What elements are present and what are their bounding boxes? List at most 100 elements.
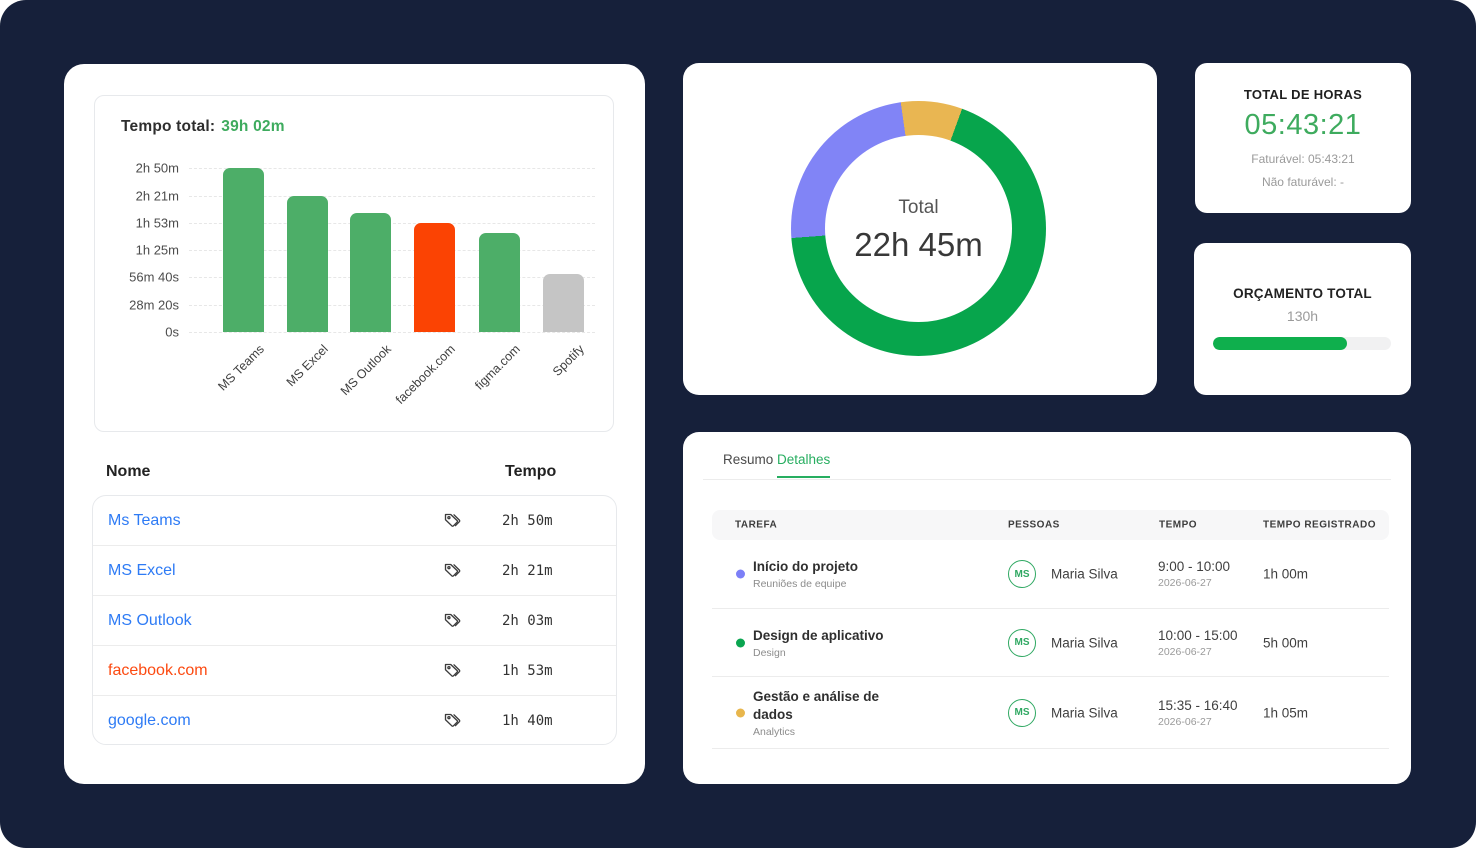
y-axis-tick-label: 1h 53m [135,215,179,231]
gridline [189,222,595,224]
gridline [189,304,595,306]
time-date: 2026-06-27 [1158,715,1212,728]
list-item[interactable]: MS Excel 2h 21m [93,546,616,596]
donut-center-label: Total [898,197,939,218]
person-name: Maria Silva [1051,705,1118,720]
column-header: PESSOAS [1008,519,1060,531]
time-cell: 9:00 - 10:00 2026-06-27 [1158,559,1230,589]
task-category: Analytics [753,725,796,738]
avatar: MS [1008,698,1036,727]
bar[interactable] [543,273,584,332]
chart-title: Tempo total: 39h 02m [121,118,285,136]
task-category: Design [753,646,786,659]
gridline [189,250,595,252]
billable-line: Faturável: 05:43:21 [1251,152,1355,166]
chart-total-value: 39h 02m [221,118,285,135]
app-name-link[interactable]: facebook.com [108,661,208,679]
apps-list: Ms Teams 2h 50m MS Excel 2h 21m MS Outlook 2h… [92,495,617,745]
person-name: Maria Silva [1051,566,1118,582]
tags-icon[interactable] [443,511,463,531]
tab-detalhes[interactable]: Detalhes [777,452,831,478]
app-name-link[interactable]: MS Outlook [108,611,192,629]
avatar: MS [1008,560,1036,588]
y-axis-tick-label: 2h 50m [135,160,179,176]
gridline [189,277,595,279]
tags-icon[interactable] [443,711,463,731]
budget-value: 130h [1286,308,1319,324]
chart-title-label: Tempo total: [121,118,216,135]
app-time-value: 2h 50m [502,512,553,529]
list-item[interactable]: facebook.com 1h 53m [93,646,616,696]
y-axis-tick-label: 0s [165,324,179,340]
person-name: Maria Silva [1051,635,1118,650]
non-billable-line: Não faturável: - [1261,175,1345,189]
time-cell: 15:35 - 16:40 2026-06-27 [1158,698,1238,728]
y-axis-tick-label: 56m 40s [129,269,179,285]
total-hours-title: TOTAL DE HORAS [1243,87,1363,102]
time-apps-panel: Tempo total: 39h 02m 0s 28m 20s 56m 40s 1h 2… [64,64,645,784]
tags-icon[interactable] [443,611,463,631]
time-range: 10:00 - 15:00 [1158,627,1238,643]
column-header: TEMPO REGISTRADO [1263,519,1377,531]
time-date: 2026-06-27 [1158,645,1212,658]
y-axis-tick-label: 2h 21m [135,188,179,203]
list-item[interactable]: google.com 1h 40m [93,696,616,744]
registered-time: 1h 00m [1263,566,1309,582]
tags-icon[interactable] [443,561,463,581]
budget-progress-fill [1213,337,1347,350]
task-title: Início do projeto [753,558,858,574]
task-row[interactable]: Início do projeto Reuniões de equipe MS Mar… [712,540,1389,609]
app-name-link[interactable]: google.com [108,712,191,729]
donut-hole [825,135,1012,322]
task-color-dot [736,638,745,647]
registered-time: 5h 00m [1263,635,1309,650]
task-color-dot [736,708,745,717]
task-row[interactable]: Gestão e análise de dados Analytics MS Mari… [712,677,1389,749]
task-cell: Design de aplicativo Design [753,626,908,658]
list-header-name: Nome [106,463,151,480]
time-date: 2026-06-27 [1158,577,1212,589]
budget-title: ORÇAMENTO TOTAL [1233,286,1372,301]
gridline [189,332,595,333]
task-title: Design de aplicativo [753,627,884,643]
donut-chart[interactable] [791,101,1046,356]
list-header-time: Tempo [505,463,557,480]
donut-center-value: 22h 45m [854,226,983,263]
task-row[interactable]: Design de aplicativo Design MS Maria Silva 1… [712,609,1389,677]
tabs-divider [703,479,1391,480]
task-cell: Gestão e análise de dados Analytics [753,687,908,737]
tab-resumo[interactable]: Resumo [723,452,774,467]
bar[interactable] [414,223,455,332]
task-title: Gestão e análise de dados [753,688,880,722]
list-item[interactable]: MS Outlook 2h 03m [93,596,616,646]
app-time-value: 2h 21m [502,562,553,579]
bar[interactable] [350,213,391,332]
time-range: 15:35 - 16:40 [1158,697,1238,713]
registered-time: 1h 05m [1263,705,1309,720]
details-table-header: TAREFA PESSOAS TEMPO TEMPO REGISTRADO [712,510,1389,540]
total-hours-card: TOTAL DE HORAS 05:43:21 Faturável: 05:43… [1195,63,1411,213]
app-name-link[interactable]: Ms Teams [108,511,181,529]
column-header: TAREFA [735,519,778,531]
task-category: Reuniões de equipe [753,578,847,591]
tags-icon[interactable] [443,661,463,681]
total-hours-value: 05:43:21 [1244,109,1362,141]
avatar: MS [1008,628,1036,657]
task-color-dot [736,569,745,579]
task-cell: Início do projeto Reuniões de equipe [753,558,908,590]
bar[interactable] [287,196,328,332]
time-cell: 10:00 - 15:00 2026-06-27 [1158,628,1238,658]
apps-bar-chart: Tempo total: 39h 02m 0s 28m 20s 56m 40s 1h 2… [94,95,614,432]
bar[interactable] [223,168,264,332]
total-donut-card: Total 22h 45m [683,63,1157,395]
app-name-link[interactable]: MS Excel [108,561,176,579]
budget-progress-bar [1213,337,1391,350]
bar[interactable] [479,232,520,332]
list-item[interactable]: Ms Teams 2h 50m [93,496,616,546]
budget-card: ORÇAMENTO TOTAL 130h [1194,243,1411,395]
gridline [189,168,595,170]
app-time-value: 2h 03m [502,612,553,629]
time-range: 9:00 - 10:00 [1158,559,1231,574]
gridline [189,195,595,197]
